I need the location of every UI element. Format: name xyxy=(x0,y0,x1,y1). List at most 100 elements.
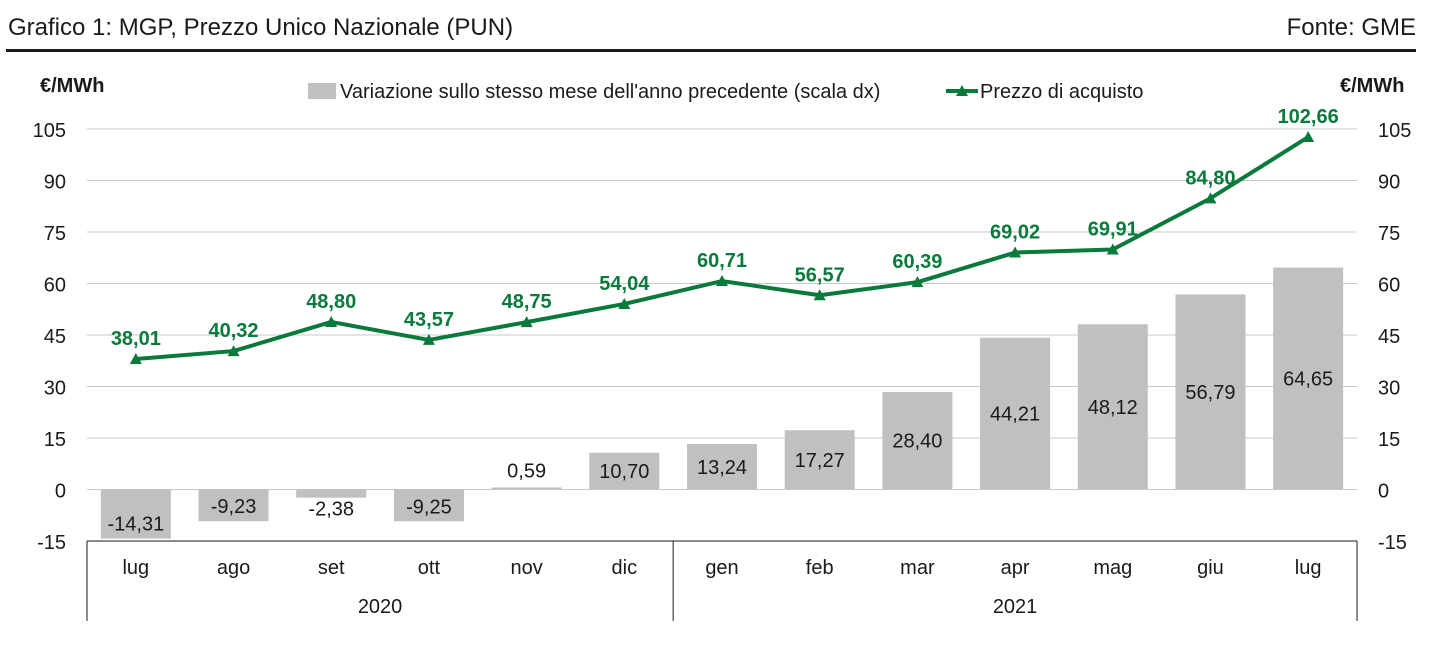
y-axis-title-left: €/MWh xyxy=(40,75,104,97)
y-tick-label-left: 45 xyxy=(44,326,66,348)
bar-data-label: -14,31 xyxy=(107,514,164,536)
line-data-label: 69,02 xyxy=(990,222,1040,244)
price-marker xyxy=(422,333,435,345)
bar-data-label: 48,12 xyxy=(1088,397,1138,419)
y-tick-label-left: 105 xyxy=(33,120,66,142)
price-marker xyxy=(325,315,338,327)
bar-data-label: 10,70 xyxy=(599,461,649,483)
y-tick-label-left: -15 xyxy=(37,532,66,554)
bar xyxy=(1175,294,1246,490)
x-tick-label: lug xyxy=(1295,557,1322,579)
x-tick-label: ott xyxy=(418,557,441,579)
bar xyxy=(1077,324,1148,490)
x-group-label: 2020 xyxy=(358,596,403,618)
y-tick-label-right: 105 xyxy=(1378,120,1411,142)
x-tick-label: lug xyxy=(122,557,149,579)
y-tick-label-right: 45 xyxy=(1378,326,1400,348)
bar xyxy=(589,452,660,490)
legend-marker-triangle xyxy=(956,85,968,96)
price-marker xyxy=(520,316,533,328)
bar-data-label: 28,40 xyxy=(892,431,942,453)
price-marker xyxy=(1302,131,1315,143)
line-data-label: 102,66 xyxy=(1278,106,1339,128)
x-tick-label: feb xyxy=(806,557,834,579)
chart-header: Grafico 1: MGP, Prezzo Unico Nazionale (… xyxy=(0,0,1456,56)
y-axis-title-right: €/MWh xyxy=(1340,75,1404,97)
bar xyxy=(198,489,269,522)
price-marker xyxy=(911,276,924,288)
bar-data-label: 13,24 xyxy=(697,457,747,479)
x-group-label: 2021 xyxy=(993,596,1038,618)
bar xyxy=(1273,267,1344,490)
line-data-label: 38,01 xyxy=(111,328,161,350)
price-marker xyxy=(1106,243,1119,255)
y-tick-label-right: 15 xyxy=(1378,429,1400,451)
bar-data-label: -9,25 xyxy=(406,496,452,518)
x-tick-label: ago xyxy=(217,557,250,579)
line-data-label: 54,04 xyxy=(599,273,650,295)
price-marker xyxy=(813,289,826,301)
y-tick-label-right: 75 xyxy=(1378,223,1400,245)
bar xyxy=(491,487,562,490)
axes: -15 -15 0 0 15 15 30 30 45 45 60 60 75 75 90 90 105 105 €/… xyxy=(33,75,1411,621)
x-tick-label: mar xyxy=(900,557,935,579)
chart-source: Fonte: GME xyxy=(1286,14,1416,41)
line-data-label: 60,39 xyxy=(892,251,942,273)
x-tick-label: mag xyxy=(1093,557,1132,579)
bar-data-label: 56,79 xyxy=(1185,382,1235,404)
bar xyxy=(784,430,855,490)
price-marker xyxy=(129,352,142,364)
x-tick-label: dic xyxy=(612,557,638,579)
legend-swatch-bar xyxy=(308,83,336,99)
bar xyxy=(296,489,367,498)
price-marker xyxy=(716,275,728,287)
y-tick-label-left: 0 xyxy=(55,481,66,503)
y-tick-label-right: -15 xyxy=(1378,532,1407,554)
legend-label-bar: Variazione sullo stesso mese dell'anno p… xyxy=(340,81,880,103)
line-data-label: 84,80 xyxy=(1185,167,1235,189)
line-series xyxy=(129,131,1315,364)
y-tick-label-right: 90 xyxy=(1378,172,1400,194)
line-data-label: 56,57 xyxy=(795,264,845,286)
x-tick-label: giu xyxy=(1197,557,1224,579)
bar-data-label: 44,21 xyxy=(990,404,1040,426)
price-marker xyxy=(1204,192,1217,204)
line-data-label: 69,91 xyxy=(1088,218,1138,240)
bar xyxy=(882,391,953,490)
bar-data-label: -2,38 xyxy=(308,499,354,521)
data-labels: -14,31 -9,23 -2,38 -9,25 0,59 10,70 13,24 17,27… xyxy=(107,106,1338,536)
legend: Variazione sullo stesso mese dell'anno p… xyxy=(308,81,1143,103)
y-tick-label-left: 90 xyxy=(44,172,66,194)
header-rule xyxy=(6,49,1416,52)
bar-series xyxy=(100,267,1344,539)
x-tick-label: nov xyxy=(510,557,542,579)
price-marker xyxy=(1009,246,1022,258)
bar xyxy=(687,444,757,490)
bar-data-label: -9,23 xyxy=(211,496,257,518)
line-data-label: 40,32 xyxy=(209,320,259,342)
bar xyxy=(100,489,171,539)
x-tick-label: gen xyxy=(705,557,738,579)
bar xyxy=(393,489,464,522)
bar xyxy=(980,337,1051,490)
bar-data-label: 64,65 xyxy=(1283,369,1333,391)
x-tick-label: set xyxy=(318,557,345,579)
y-tick-label-right: 30 xyxy=(1378,378,1400,400)
price-marker xyxy=(227,345,240,357)
line-data-label: 48,75 xyxy=(502,291,552,313)
line-data-label: 48,80 xyxy=(306,291,356,313)
line-data-label: 43,57 xyxy=(404,309,454,331)
y-tick-label-left: 75 xyxy=(44,223,66,245)
y-tick-label-left: 60 xyxy=(44,275,66,297)
y-tick-label-left: 30 xyxy=(44,378,66,400)
price-marker xyxy=(618,297,631,309)
bar-data-label: 17,27 xyxy=(795,450,845,472)
bar-data-label: 0,59 xyxy=(507,460,546,482)
y-tick-label-left: 15 xyxy=(44,429,66,451)
line-data-label: 60,71 xyxy=(697,250,747,272)
y-tick-label-right: 60 xyxy=(1378,275,1400,297)
legend-label-line: Prezzo di acquisto xyxy=(980,81,1143,103)
chart-title: Grafico 1: MGP, Prezzo Unico Nazionale (… xyxy=(8,14,514,41)
y-tick-label-right: 0 xyxy=(1378,481,1389,503)
